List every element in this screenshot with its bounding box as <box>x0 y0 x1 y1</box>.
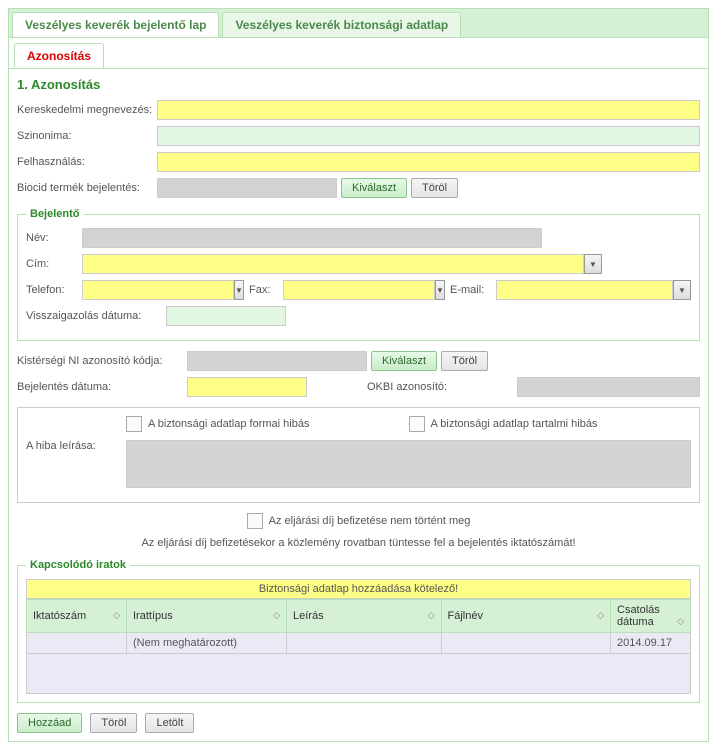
label-szinonima: Szinonima: <box>17 130 157 142</box>
grid-iratok: Iktatószám◇ Irattípus◇ Leírás◇ Fájlnév◇ … <box>26 599 691 694</box>
tab-biztonsagi-adatlap[interactable]: Veszélyes keverék biztonsági adatlap <box>222 12 461 37</box>
btn-hozzaad[interactable]: Hozzáad <box>17 713 82 733</box>
label-bejel-datum: Bejelentés dátuma: <box>17 381 187 393</box>
content-panel: 1. Azonosítás Kereskedelmi megnevezés: S… <box>8 69 709 742</box>
input-okbi <box>517 377 700 397</box>
fieldset-kapcsolodo: Kapcsolódó iratok Biztonsági adatlap hoz… <box>17 559 700 703</box>
label-hiba-leiras: A hiba leírása: <box>26 440 126 452</box>
fieldset-hiba: A biztonsági adatlap formai hibás A bizt… <box>17 407 700 503</box>
textarea-hiba-leiras[interactable] <box>126 440 691 488</box>
btn-biocid-torol[interactable]: Töröl <box>411 178 458 198</box>
checkbox-tartalmi[interactable] <box>409 416 425 432</box>
label-fax: Fax: <box>249 284 283 296</box>
label-cim: Cím: <box>26 258 82 270</box>
table-row-empty <box>27 654 691 694</box>
label-formai: A biztonsági adatlap formai hibás <box>148 418 309 430</box>
label-kereskedelmi: Kereskedelmi megnevezés: <box>17 104 157 116</box>
col-fajlnev[interactable]: Fájlnév◇ <box>441 600 610 633</box>
sub-tabs: Azonosítás <box>8 38 709 69</box>
input-email[interactable] <box>496 280 673 300</box>
note-eljarasi: Az eljárási díj befizetésekor a közlemén… <box>17 537 700 549</box>
input-telefon[interactable] <box>82 280 234 300</box>
legend-bejelento: Bejelentő <box>26 208 84 220</box>
main-tabs: Veszélyes keverék bejelentő lap Veszélye… <box>8 8 709 38</box>
dropdown-email[interactable]: ▼ <box>673 280 691 300</box>
label-nev: Név: <box>26 232 82 244</box>
dropdown-fax[interactable]: ▼ <box>435 280 445 300</box>
btn-letolt[interactable]: Letölt <box>145 713 194 733</box>
label-visszaigazolas: Visszaigazolás dátuma: <box>26 310 166 322</box>
col-csatolas[interactable]: Csatolás dátuma ◇ <box>611 600 691 633</box>
input-bejel-datum[interactable] <box>187 377 307 397</box>
label-okbi: OKBI azonosító: <box>367 381 457 393</box>
btn-kistersegi-torol[interactable]: Töröl <box>441 351 488 371</box>
input-szinonima[interactable] <box>157 126 700 146</box>
label-felhasznalas: Felhasználás: <box>17 156 157 168</box>
label-telefon: Telefon: <box>26 284 82 296</box>
label-biocid: Biocid termék bejelentés: <box>17 182 157 194</box>
checkbox-eljarasi[interactable] <box>247 513 263 529</box>
label-kistersegi: Kistérségi NI azonosító kódja: <box>17 355 187 367</box>
input-kereskedelmi[interactable] <box>157 100 700 120</box>
input-felhasznalas[interactable] <box>157 152 700 172</box>
label-eljarasi: Az eljárási díj befizetése nem történt m… <box>269 515 471 527</box>
warning-bar: Biztonsági adatlap hozzáadása kötelező! <box>26 579 691 599</box>
input-fax[interactable] <box>283 280 435 300</box>
subtab-azonositas[interactable]: Azonosítás <box>14 43 104 68</box>
tab-bejelento-lap[interactable]: Veszélyes keverék bejelentő lap <box>12 12 219 37</box>
legend-kapcsolodo: Kapcsolódó iratok <box>26 559 130 571</box>
section-title: 1. Azonosítás <box>17 77 700 92</box>
dropdown-cim[interactable]: ▼ <box>584 254 602 274</box>
input-kistersegi <box>187 351 367 371</box>
label-email: E-mail: <box>450 284 496 296</box>
input-nev <box>82 228 542 248</box>
checkbox-formai[interactable] <box>126 416 142 432</box>
input-cim[interactable] <box>82 254 584 274</box>
footer-buttons: Hozzáad Töröl Letölt <box>17 713 700 733</box>
input-biocid <box>157 178 337 198</box>
btn-kistersegi-kivalaszt[interactable]: Kiválaszt <box>371 351 437 371</box>
table-row[interactable]: (Nem meghatározott) 2014.09.17 <box>27 633 691 654</box>
fieldset-bejelento: Bejelentő Név: Cím: ▼ Telefon: ▼ Fax: ▼ <box>17 208 700 341</box>
btn-torol[interactable]: Töröl <box>90 713 137 733</box>
col-irattipus[interactable]: Irattípus◇ <box>127 600 287 633</box>
input-visszaigazolas[interactable] <box>166 306 286 326</box>
label-tartalmi: A biztonsági adatlap tartalmi hibás <box>431 418 598 430</box>
btn-biocid-kivalaszt[interactable]: Kiválaszt <box>341 178 407 198</box>
dropdown-telefon[interactable]: ▼ <box>234 280 244 300</box>
col-leiras[interactable]: Leírás◇ <box>287 600 442 633</box>
col-iktatoszam[interactable]: Iktatószám◇ <box>27 600 127 633</box>
